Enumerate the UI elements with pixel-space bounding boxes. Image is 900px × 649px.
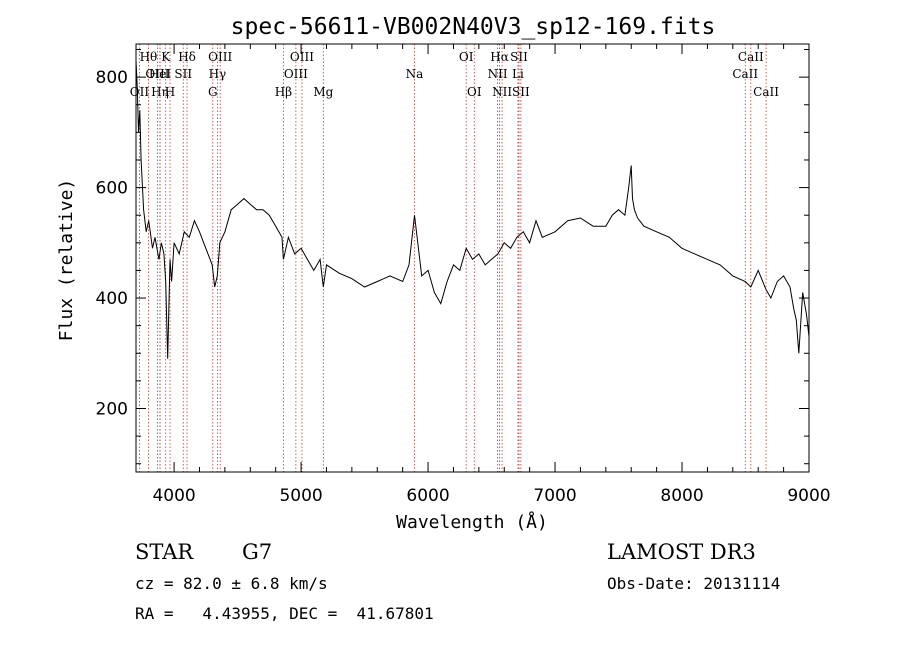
y-axis-ticks: 200 400 600 800 — [96, 49, 809, 465]
line-label-3: Hη — [151, 85, 169, 99]
line-label-22: Li — [512, 67, 524, 81]
redshift-info: cz = 82.0 ± 6.8 km/s — [135, 574, 328, 593]
line-label-20: Hα — [490, 50, 509, 64]
line-label-7: SII — [174, 67, 192, 81]
plot-frame — [135, 43, 810, 473]
x-tick-label-9000: 9000 — [787, 486, 830, 506]
line-label-1: Hθ — [140, 50, 158, 64]
line-label-17: OI — [459, 50, 474, 64]
line-label-4: HeI — [149, 67, 172, 81]
line-markers — [139, 44, 767, 472]
x-tick-label-4000: 4000 — [152, 486, 195, 506]
line-label-6: H — [165, 85, 175, 99]
x-axis-label: Wavelength (Å) — [396, 511, 548, 533]
line-label-26: CaII — [738, 50, 764, 64]
line-label-2: OIII — [145, 67, 169, 81]
line-label-15: Mg — [313, 85, 333, 99]
coordinates: RA = 4.43955, DEC = 41.67801 — [135, 604, 434, 623]
line-label-14: OIII — [290, 50, 314, 64]
x-tick-label-5000: 5000 — [279, 486, 322, 506]
line-label-21: NII — [492, 85, 512, 99]
x-tick-label-6000: 6000 — [406, 486, 449, 506]
x-axis-ticks: 4000 5000 6000 7000 8000 9000 — [152, 44, 831, 506]
line-label-0: OII — [130, 85, 150, 99]
survey-name: LAMOST DR3 — [607, 540, 756, 564]
line-label-25: CaII — [732, 67, 758, 81]
line-label-9: G — [208, 85, 218, 99]
y-tick-label-200: 200 — [96, 399, 128, 419]
obs-date: Obs-Date: 20131114 — [607, 574, 781, 593]
x-tick-label-8000: 8000 — [660, 486, 703, 506]
line-label-8: Hδ — [178, 50, 196, 64]
y-tick-label-800: 800 — [96, 68, 128, 88]
line-label-5: K — [161, 50, 171, 64]
line-label-11: OIII — [208, 50, 232, 64]
y-axis-label: Flux (relative) — [56, 179, 77, 342]
object-subclass: G7 — [242, 540, 273, 564]
spectrum-line — [135, 60, 810, 359]
line-label-16: Na — [406, 67, 424, 81]
line-label-24: SII — [512, 85, 530, 99]
x-tick-label-7000: 7000 — [533, 486, 576, 506]
line-label-18: OI — [467, 85, 482, 99]
line-label-10: Hγ — [209, 67, 227, 81]
line-label-12: Hβ — [275, 85, 292, 99]
line-label-23: SII — [510, 50, 528, 64]
y-tick-label-400: 400 — [96, 289, 128, 309]
line-label-13: OIII — [284, 67, 308, 81]
object-class: STAR — [135, 540, 194, 564]
line-label-19: NII — [488, 67, 508, 81]
line-labels: OII Hθ OIII Hη HeI K H SII Hδ G Hγ OIII Hβ OIII OIII Mg… — [130, 50, 779, 99]
line-label-27: CaII — [753, 85, 779, 99]
y-tick-label-600: 600 — [96, 179, 128, 199]
chart-title: spec-56611-VB002N40V3_sp12-169.fits — [231, 14, 716, 40]
